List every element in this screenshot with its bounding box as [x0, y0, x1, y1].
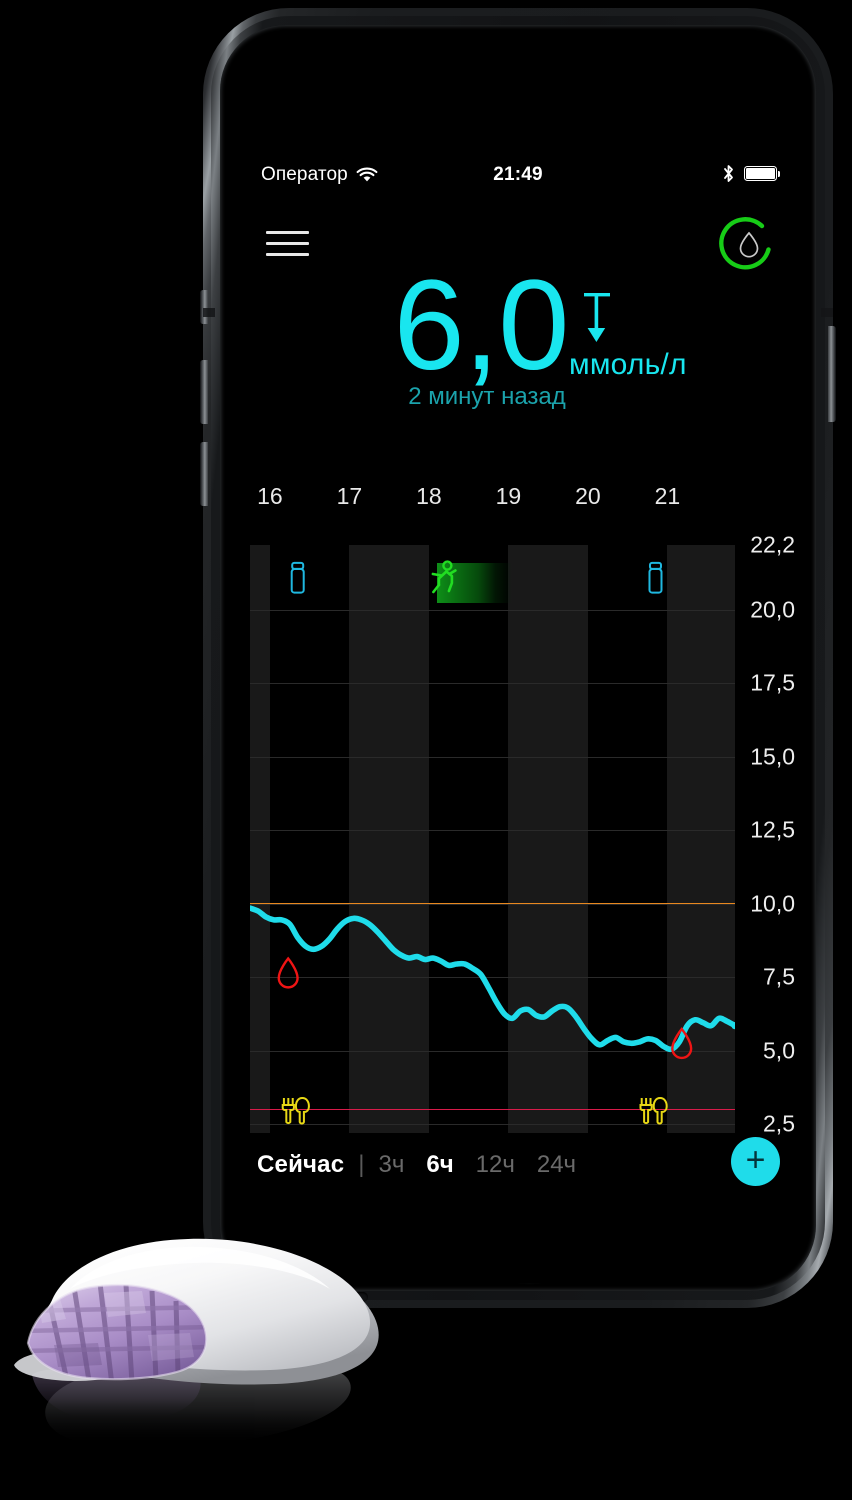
time-range-controls[interactable]: Сейчас | 3ч 6ч 12ч 24ч	[257, 1151, 598, 1179]
mute-switch[interactable]	[200, 290, 208, 324]
blood-drop-icon[interactable]	[277, 956, 299, 989]
range-now-button[interactable]: Сейчас	[257, 1151, 345, 1178]
fork-spoon-icon[interactable]	[639, 1096, 668, 1125]
range-option-3h[interactable]: 3ч	[378, 1151, 405, 1178]
range-option-6h[interactable]: 6ч	[426, 1151, 454, 1178]
chart-hour-band	[250, 545, 270, 1133]
status-clock: 21:49	[493, 164, 543, 185]
x-axis-tick: 20	[575, 483, 601, 509]
antenna-band-left	[203, 308, 215, 317]
carrier-group: Оператор	[261, 164, 378, 186]
y-axis-tick: 10,0	[750, 890, 795, 917]
range-divider: |	[358, 1151, 365, 1178]
chart-gridline	[250, 977, 735, 979]
range-option-12h[interactable]: 12ч	[475, 1151, 515, 1178]
wifi-icon	[356, 167, 378, 181]
y-axis-tick: 22,2	[750, 531, 795, 558]
glucose-curve	[250, 905, 735, 1053]
bluetooth-icon	[724, 165, 733, 182]
sensor-drop-ring-icon[interactable]	[718, 213, 780, 275]
chart-gridline	[250, 683, 735, 685]
add-entry-label: +	[745, 1140, 766, 1179]
glucose-value: 6,0	[393, 254, 570, 397]
sensor-transmitter-chip	[26, 1283, 208, 1381]
sensor-pod-highlight	[70, 1246, 330, 1289]
sensor-ring-arc	[719, 217, 771, 270]
fork-spoon-icon[interactable]	[281, 1096, 310, 1125]
x-axis-tick: 21	[654, 483, 681, 509]
chart-plot-area[interactable]	[250, 545, 735, 1133]
y-axis-tick: 15,0	[750, 743, 795, 770]
reading-timestamp: 2 минут назад	[408, 383, 566, 410]
chart-gridline	[250, 1050, 735, 1052]
volume-up-button[interactable]	[200, 360, 208, 424]
x-axis-tick: 16	[257, 483, 283, 509]
chart-gridline	[250, 756, 735, 758]
volume-down-button[interactable]	[200, 442, 208, 506]
chart-gridline	[250, 609, 735, 611]
running-person-icon[interactable]	[431, 560, 457, 594]
water-drop-icon	[739, 231, 759, 258]
current-reading-block: 6,0 ммоль/л 2 минут назад	[229, 262, 807, 411]
glucose-trend-line	[250, 560, 735, 1125]
glucose-unit: ммоль/л	[569, 348, 687, 381]
y-axis-tick: 2,5	[763, 1110, 795, 1137]
x-axis-tick: 19	[495, 483, 522, 509]
power-button[interactable]	[828, 326, 836, 422]
chart-gridline	[250, 1124, 735, 1126]
y-axis-labels: 22,2 20,0 17,5 15,0 12,5 10,0 7,5 5,0 2,5	[731, 483, 801, 1143]
y-axis-tick: 7,5	[763, 963, 795, 990]
status-bar: Оператор 21:49	[229, 161, 807, 197]
insulin-vial-icon[interactable]	[290, 561, 305, 594]
battery-full-icon	[744, 166, 781, 181]
y-axis-tick: 12,5	[750, 816, 795, 843]
insulin-vial-icon[interactable]	[648, 561, 663, 594]
app-screen: Оператор 21:49 6,0	[229, 33, 807, 1283]
arrow-down-icon	[584, 293, 610, 342]
antenna-band-right	[821, 308, 833, 317]
latest-reading-dot	[731, 1022, 735, 1030]
y-axis-tick: 17,5	[750, 669, 795, 696]
chart-hour-band	[349, 545, 429, 1133]
chart-hour-band	[508, 545, 588, 1133]
cgm-sensor-photo	[14, 1238, 379, 1448]
carrier-label: Оператор	[261, 164, 348, 185]
glucose-chart[interactable]: 16 17 18 19 20 21 22,2 20,0 17,5 15,0 12,5 10,0 7,5…	[229, 483, 807, 1143]
chart-gridline	[250, 830, 735, 832]
blood-drop-icon[interactable]	[671, 1027, 693, 1060]
status-indicators	[722, 164, 781, 183]
x-axis-tick: 17	[336, 483, 363, 509]
x-axis-tick: 18	[416, 483, 442, 509]
x-axis-labels: 16 17 18 19 20 21	[229, 483, 807, 523]
y-axis-tick: 5,0	[763, 1037, 795, 1064]
add-entry-button[interactable]: +	[731, 1137, 780, 1186]
high-threshold-marker	[250, 902, 735, 905]
hamburger-menu-icon[interactable]	[262, 223, 312, 263]
range-option-24h[interactable]: 24ч	[536, 1151, 577, 1178]
low-threshold-marker	[250, 1108, 735, 1111]
y-axis-tick: 20,0	[750, 596, 795, 623]
